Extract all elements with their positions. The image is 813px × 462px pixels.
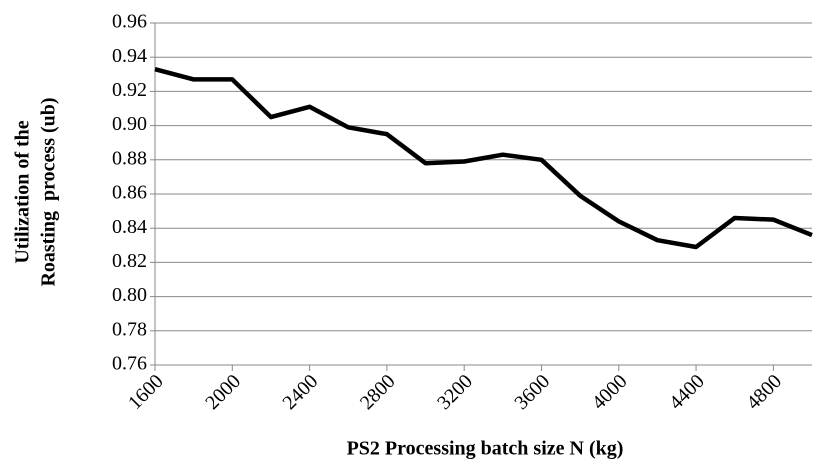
x-tick-label: 4000 xyxy=(588,370,632,414)
x-tick-label: 2000 xyxy=(201,370,245,414)
y-tick-label: 0.84 xyxy=(112,216,147,238)
x-axis-title: PS2 Processing batch size N (kg) xyxy=(347,438,624,460)
data-line xyxy=(154,66,813,250)
y-axis-title: Roasting process (ub) xyxy=(38,97,60,286)
y-tick-label: 0.96 xyxy=(112,11,147,33)
y-axis-title: Utilization of the xyxy=(12,120,34,263)
y-tick-label: 0.82 xyxy=(112,250,147,272)
y-tick-label: 0.78 xyxy=(112,318,147,340)
y-tick-label: 0.76 xyxy=(112,353,147,375)
y-tick-label: 0.94 xyxy=(112,45,147,67)
y-tick-label: 0.80 xyxy=(112,284,147,306)
x-tick-label: 4800 xyxy=(742,370,786,414)
x-tick-label: 4400 xyxy=(665,370,709,414)
x-tick-label: 2800 xyxy=(356,370,400,414)
x-tick-label: 2400 xyxy=(279,370,323,414)
y-tick-label: 0.86 xyxy=(112,182,147,204)
y-tick-label: 0.88 xyxy=(112,147,147,169)
x-tick-label: 3200 xyxy=(433,370,477,414)
x-tick-label: 1600 xyxy=(124,370,168,414)
x-tick-label: 3600 xyxy=(510,370,554,414)
y-tick-label: 0.92 xyxy=(112,79,147,101)
y-tick-label: 0.90 xyxy=(112,113,147,135)
